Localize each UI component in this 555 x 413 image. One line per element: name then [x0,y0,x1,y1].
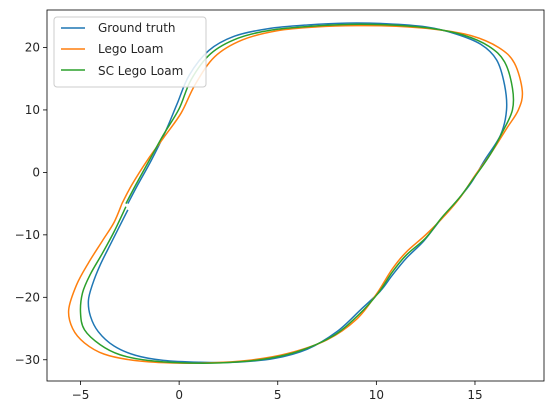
y-tick-label: −30 [15,353,40,367]
x-axis: −5 0 5 10 15 [72,381,483,402]
legend-label-lego-loam: Lego Loam [98,42,164,56]
y-tick-label: 0 [32,165,40,179]
series-layer [67,22,524,364]
x-tick-label: 10 [369,388,384,402]
x-tick-label: 5 [274,388,282,402]
series-line-sc-lego-loam [79,23,515,364]
legend-label-ground-truth: Ground truth [98,21,176,35]
x-tick-label: 0 [175,388,183,402]
plot-frame [46,9,545,382]
legend-box [53,16,207,88]
legend-label-sc-lego-loam: SC Lego Loam [98,64,183,78]
y-tick-label: −20 [15,290,40,304]
y-axis: −30 −20 −10 0 10 20 [15,40,47,367]
y-tick-label: −10 [15,228,40,242]
legend: Ground truth Lego Loam SC Lego Loam [53,16,207,88]
y-tick-label: 20 [25,40,40,54]
x-tick-label: 15 [467,388,482,402]
x-tick-label: −5 [72,388,90,402]
y-tick-label: 10 [25,103,40,117]
